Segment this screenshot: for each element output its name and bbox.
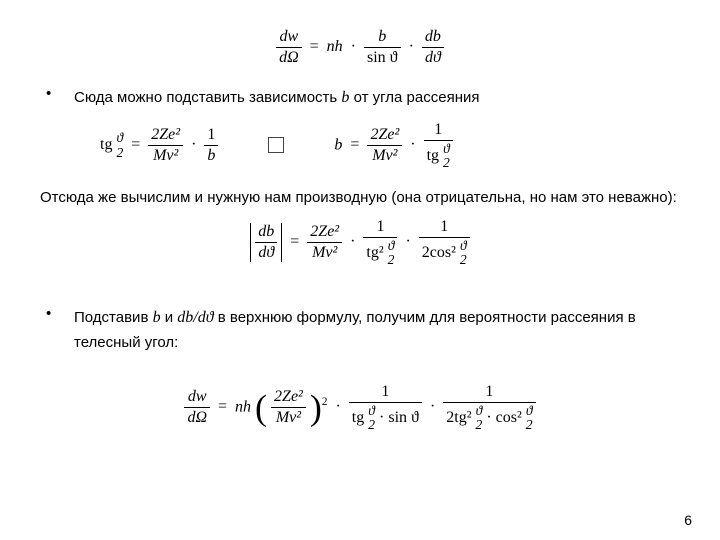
var-dbdtheta: db/dϑ [177,309,213,326]
equation-row-2-3: tg ϑ2 = 2Ze² Mv² · 1 b b = 2Ze² Mv² · 1 … [100,121,680,170]
var-b: b [153,309,161,326]
equation-1: dw dΩ = nh · b sin ϑ · db dϑ [40,28,680,67]
bullet-marker: • [40,85,74,102]
bullet-1-text: Сюда можно подставить зависимость [74,89,341,106]
bullet-2: • Подставив b и db/dϑ в верхнюю формулу,… [40,305,680,355]
paragraph-2: Отсюда же вычислим и нужную нам производ… [40,186,680,210]
equation-4: db dϑ = 2Ze² Mv² · 1 tg² ϑ2 · 1 2cos² ϑ2 [40,218,680,267]
var-b: b [341,89,349,106]
bullet-2-and: и [165,309,178,326]
bullet-1-text-b: от угла рассеяния [354,89,480,106]
equation-5: dw dΩ = nh ( 2Ze² Mv² )2 · 1 tg ϑ2 · sin… [40,383,680,432]
page-number: 6 [684,512,692,528]
bullet-marker: • [40,305,74,322]
bullet-1: • Сюда можно подставить зависимость b от… [40,85,680,111]
arrow-placeholder-icon [268,137,284,153]
bullet-2-text-a: Подставив [74,309,153,326]
